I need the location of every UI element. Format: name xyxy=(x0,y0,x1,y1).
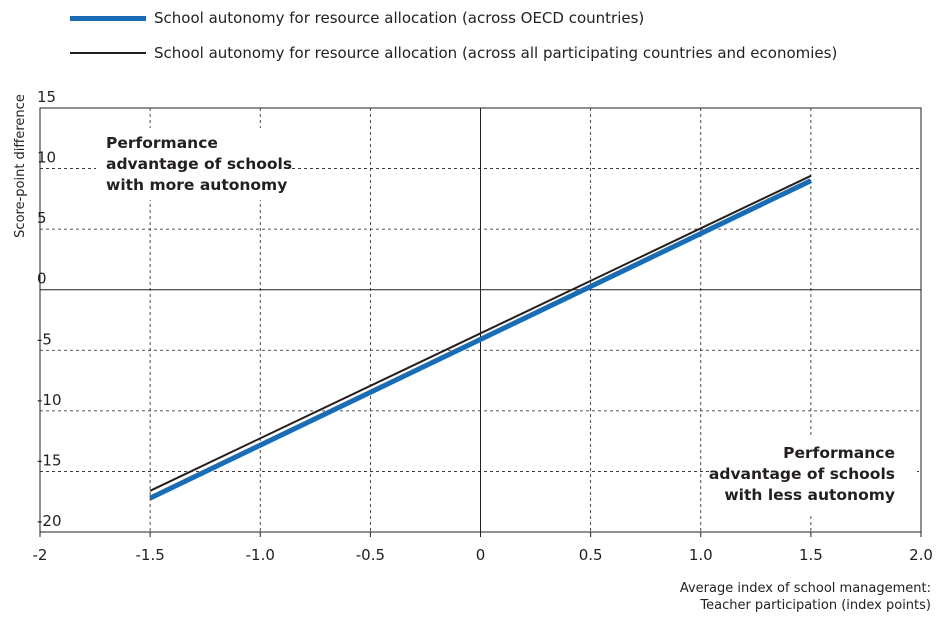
y-tick-label: -10 xyxy=(37,391,62,409)
y-tick-label: -20 xyxy=(37,512,62,530)
y-axis-title: Score-point difference xyxy=(13,94,28,238)
x-tick-label: -1.0 xyxy=(246,546,275,564)
series-line-all-countries xyxy=(149,174,812,492)
x-tick-label: -2 xyxy=(33,546,48,564)
annotation-line: Performance xyxy=(106,134,218,152)
y-tick-label: 10 xyxy=(37,149,56,167)
annotation-less-autonomy: Performance advantage of schools with less… xyxy=(709,444,895,504)
x-tick-label: 0 xyxy=(476,546,486,564)
annotation-line: Performance xyxy=(783,444,895,462)
x-tick-label: 0.5 xyxy=(579,546,603,564)
y-tick-label: -15 xyxy=(37,451,62,469)
x-tick-label: -0.5 xyxy=(356,546,385,564)
legend: School autonomy for resource allocation … xyxy=(70,6,837,76)
legend-label-oecd: School autonomy for resource allocation … xyxy=(154,9,645,27)
x-axis-title-line: Teacher participation (index points) xyxy=(699,598,931,613)
legend-label-all-countries: School autonomy for resource allocation … xyxy=(154,44,838,62)
legend-item-oecd: School autonomy for resource allocation … xyxy=(70,6,837,30)
x-axis-title: Average index of school management: Teach… xyxy=(680,581,931,613)
legend-swatch-oecd xyxy=(70,15,146,21)
x-tick-label: 1.0 xyxy=(689,546,713,564)
legend-swatch-all-countries xyxy=(70,52,146,54)
annotation-line: with less autonomy xyxy=(724,486,895,504)
legend-item-all-countries: School autonomy for resource allocation … xyxy=(70,41,837,65)
annotation-line: advantage of schools xyxy=(106,155,292,173)
y-tick-label: 5 xyxy=(37,209,47,227)
annotation-more-autonomy: Performance advantage of schools with more… xyxy=(106,134,292,194)
x-tick-label: 2.0 xyxy=(909,546,933,564)
annotation-bg-more-autonomy xyxy=(96,128,286,200)
y-tick-label: 15 xyxy=(37,88,56,106)
x-tick-label: 1.5 xyxy=(799,546,823,564)
annotation-line: advantage of schools xyxy=(709,465,895,483)
y-tick-label: -5 xyxy=(37,330,52,348)
x-axis-title-line: Average index of school management: xyxy=(680,581,931,596)
y-tick-label: 0 xyxy=(37,270,47,288)
annotation-bg-less-autonomy xyxy=(711,436,917,516)
annotation-line: with more autonomy xyxy=(106,176,287,194)
series-line-oecd xyxy=(149,178,812,501)
x-tick-label: -1.5 xyxy=(135,546,164,564)
